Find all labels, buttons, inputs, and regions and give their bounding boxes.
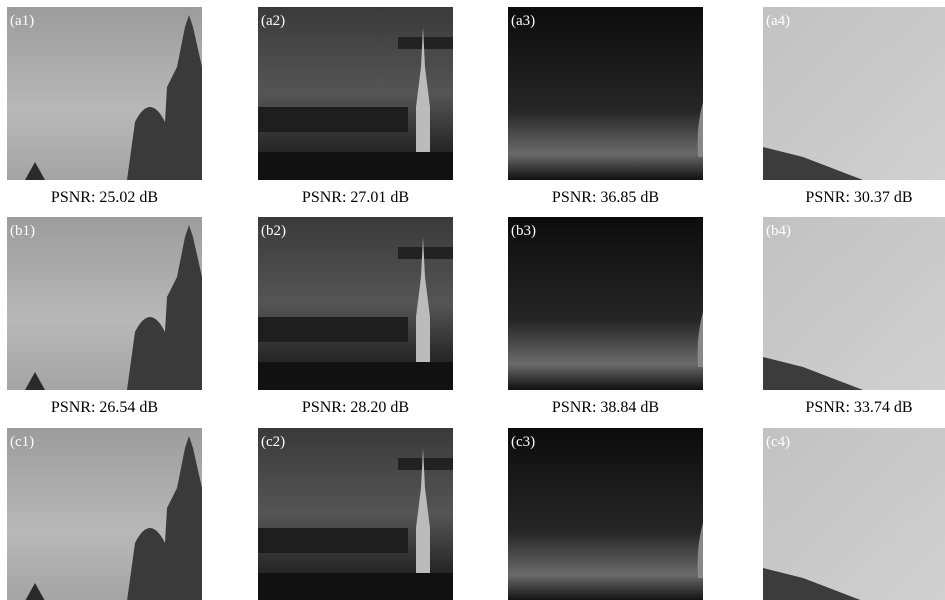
panel-label: (a4) [766,13,790,29]
ground [258,573,453,600]
panel: (b1) PSNR: 26.54 dB [7,217,202,416]
panel-label: (a3) [511,13,535,29]
panel-caption: PSNR: 26.54 dB [51,399,158,416]
panel: (a2) PSNR: 27.01 dB [258,7,453,206]
panel: (b3) PSNR: 38.84 dB [508,217,703,416]
ground [258,152,453,180]
cloud [258,107,408,132]
panel-caption: PSNR: 30.37 dB [805,189,912,206]
ground [258,362,453,390]
panel-label: (a1) [10,13,34,29]
panel-label: (b4) [766,223,791,239]
panel-image [508,217,703,390]
panel-label: (b3) [511,223,536,239]
cloud [398,37,453,49]
panel-image [763,428,945,600]
cloud [258,528,408,553]
panel: (c1) [7,428,202,600]
panel: (a3) PSNR: 36.85 dB [508,7,703,206]
panel-image [508,7,703,180]
cloud [258,317,408,342]
panel-label: (b1) [10,223,35,239]
panel-caption: PSNR: 25.02 dB [51,189,158,206]
panel: (c3) [508,428,703,600]
panel-caption: PSNR: 27.01 dB [302,189,409,206]
panel-label: (c3) [511,434,535,450]
panel-caption: PSNR: 33.74 dB [805,399,912,416]
panel-caption: PSNR: 36.85 dB [552,189,659,206]
panel: (c4) [763,428,945,600]
panel: (a1) PSNR: 25.02 dB [7,7,202,206]
panel-label: (c4) [766,434,790,450]
panel: (b2) PSNR: 28.20 dB [258,217,453,416]
cloud [398,247,453,259]
panel-label: (c1) [10,434,34,450]
panel-image [508,428,703,600]
panel-caption: PSNR: 28.20 dB [302,399,409,416]
panel: (b4) PSNR: 33.74 dB [763,217,945,416]
cloud [398,458,453,470]
panel-label: (c2) [261,434,285,450]
panel: (c2) [258,428,453,600]
panel-label: (b2) [261,223,286,239]
panel-caption: PSNR: 38.84 dB [552,399,659,416]
panel: (a4) PSNR: 30.37 dB [763,7,945,206]
figure: (a1) PSNR: 25.02 dB (a2) PSNR: 27.01 dB (a3)… [0,0,945,600]
panel-label: (a2) [261,13,285,29]
